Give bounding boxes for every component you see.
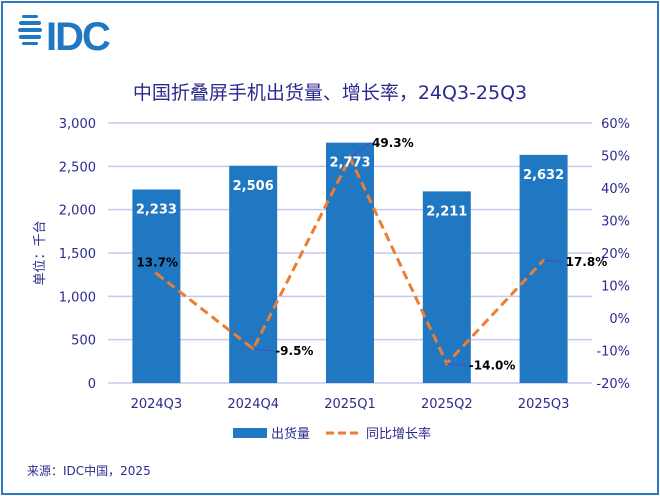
- y-left-tick: 500: [71, 334, 96, 349]
- x-tick: 2024Q3: [131, 397, 183, 412]
- line-label: 17.8%: [566, 255, 608, 269]
- line-label: -14.0%: [469, 359, 516, 373]
- line-label: 13.7%: [136, 255, 178, 269]
- y-right-tick: 0%: [609, 312, 630, 327]
- line-point: [154, 271, 158, 275]
- leader-line: [543, 259, 564, 263]
- bar: [519, 154, 568, 383]
- y-right-tick: 40%: [601, 182, 630, 197]
- y-right-tick: -10%: [596, 345, 630, 360]
- legend-label-bar: 出货量: [271, 426, 310, 442]
- bar: [422, 191, 471, 383]
- y-left-tick: 3,000: [59, 117, 96, 132]
- source-note: 来源：IDC中国，2025: [27, 463, 151, 478]
- y-left-tick: 2,000: [59, 204, 96, 219]
- x-tick: 2025Q2: [421, 397, 473, 412]
- legend-label-line: 同比增长率: [366, 426, 431, 442]
- leader-line: [253, 348, 274, 352]
- y-left-tick: 0: [88, 377, 96, 392]
- bar-label: 2,211: [426, 204, 467, 219]
- svg-text:IDC: IDC: [46, 15, 110, 59]
- legend-swatch-bar: [233, 428, 267, 438]
- chart-title: 中国折叠屏手机出货量、增长率，24Q3-25Q3: [133, 82, 527, 104]
- y-right-tick: 20%: [601, 247, 630, 262]
- y-left-tick: 1,000: [59, 290, 96, 305]
- legend: 出货量 同比增长率: [233, 426, 431, 442]
- idc-logo: IDC: [18, 15, 112, 59]
- bar: [326, 142, 374, 383]
- y-left-tick: 2,500: [59, 160, 96, 175]
- leader-line: [446, 363, 467, 366]
- y-left-tick: 1,500: [59, 247, 96, 262]
- bar-label: 2,773: [329, 156, 370, 171]
- y-axis-label: 单位：千台: [33, 220, 48, 285]
- x-tick: 2024Q4: [227, 397, 279, 412]
- y-right-tick: 10%: [601, 280, 630, 295]
- leader-line: [349, 142, 371, 159]
- x-tick: 2025Q1: [324, 397, 376, 412]
- line-label: -9.5%: [275, 344, 313, 358]
- y-right-tick: -20%: [596, 377, 630, 392]
- bar-label: 2,233: [136, 202, 177, 217]
- x-tick: 2025Q3: [518, 397, 570, 412]
- y-right-tick: 60%: [601, 117, 630, 132]
- bar: [229, 165, 278, 383]
- line-label: 49.3%: [372, 136, 414, 150]
- y-right-tick: 50%: [601, 150, 630, 165]
- bar-label: 2,632: [523, 168, 564, 183]
- bar-label: 2,506: [233, 179, 274, 194]
- y-right-tick: 30%: [601, 215, 630, 230]
